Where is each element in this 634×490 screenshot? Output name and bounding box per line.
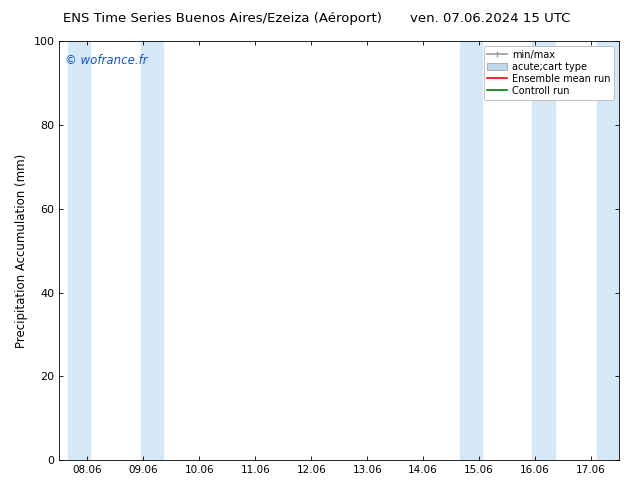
Bar: [141, 41, 163, 460]
Text: ENS Time Series Buenos Aires/Ezeiza (Aéroport): ENS Time Series Buenos Aires/Ezeiza (Aér…: [63, 12, 382, 25]
Text: ven. 07.06.2024 15 UTC: ven. 07.06.2024 15 UTC: [410, 12, 571, 25]
Bar: [597, 41, 619, 460]
Y-axis label: Precipitation Accumulation (mm): Precipitation Accumulation (mm): [15, 153, 28, 348]
Text: © wofrance.fr: © wofrance.fr: [65, 53, 148, 67]
Legend: min/max, acute;cart type, Ensemble mean run, Controll run: min/max, acute;cart type, Ensemble mean …: [484, 46, 614, 99]
Bar: [533, 41, 555, 460]
Bar: [68, 41, 90, 460]
Bar: [460, 41, 482, 460]
